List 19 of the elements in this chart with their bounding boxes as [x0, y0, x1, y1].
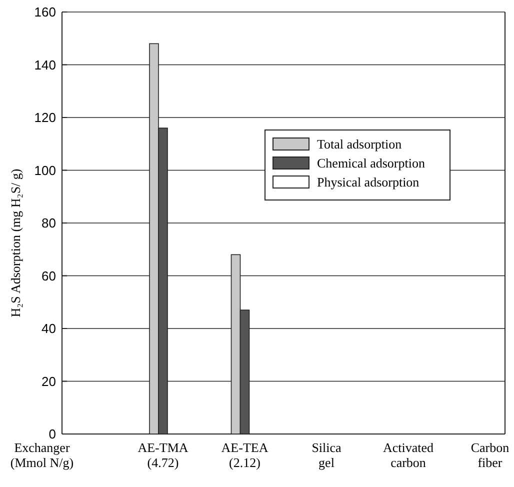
x-tick-label: Silica gel	[312, 440, 342, 470]
x-tick-label: AE-TMA (4.72)	[138, 440, 189, 470]
y-tick-label: 120	[34, 110, 56, 126]
legend-label: Chemical adsorption	[317, 156, 426, 171]
legend-label: Total adsorption	[317, 136, 402, 152]
y-tick-label: 20	[42, 374, 56, 389]
y-tick-label: 100	[34, 162, 56, 178]
x-tick-label: Carbon fiber	[470, 440, 510, 470]
y-tick-label: 40	[42, 321, 56, 336]
y-axis-title: H₂S Adsorption (mg H₂S/ g)	[8, 168, 23, 318]
y-tick-label: 140	[34, 57, 56, 72]
legend-label: Physical adsorption	[317, 174, 420, 190]
y-tick-label: 60	[42, 268, 56, 284]
y-tick-label: 80	[42, 216, 56, 231]
y-tick-label: 160	[34, 4, 56, 20]
x-tick-label: AE-TEA (2.12)	[221, 440, 269, 470]
y-tick-label: 0	[48, 426, 56, 442]
x-tick-label: Activated carbon	[382, 440, 434, 470]
x-axis-title: Exchanger (Mmol N/g)	[10, 440, 74, 470]
